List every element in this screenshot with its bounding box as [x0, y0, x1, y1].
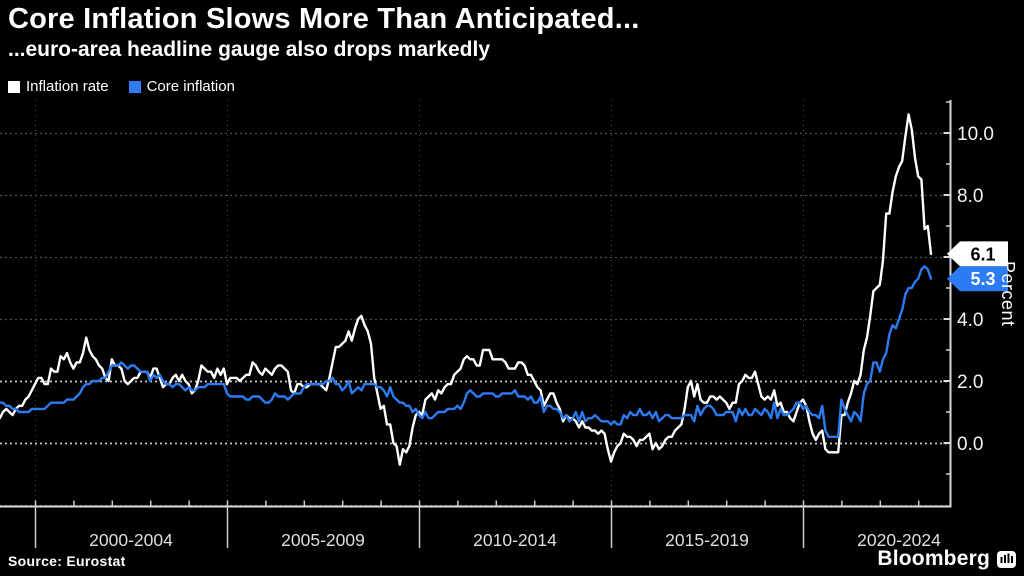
y-tick-label: 8.0 — [957, 186, 983, 207]
chart-subtitle: ...euro-area headline gauge also drops m… — [8, 38, 490, 61]
x-tick-label: 2020-2024 — [857, 530, 941, 550]
legend-label-core-inflation: Core inflation — [146, 78, 235, 95]
legend-label-inflation-rate: Inflation rate — [26, 78, 109, 95]
x-tick-label: 2010-2014 — [473, 530, 557, 550]
x-tick-label: 2000-2004 — [89, 530, 173, 550]
y-tick-label: 4.0 — [957, 310, 983, 331]
x-tick-label: 2015-2019 — [665, 530, 749, 550]
y-axis-title: Percent — [998, 261, 1018, 327]
source-note: Source: Eurostat — [8, 553, 126, 569]
x-tick-label: 2005-2009 — [281, 530, 365, 550]
y-tick-label: 0.0 — [957, 434, 983, 455]
core-inflation-line — [0, 265, 933, 438]
chart-title: Core Inflation Slows More Than Anticipat… — [8, 3, 640, 35]
end-value-label: 6.1 — [970, 244, 995, 264]
end-value-badge — [947, 241, 1008, 267]
inflation-rate-swatch-icon — [8, 80, 20, 93]
end-value-badge — [947, 266, 1008, 292]
inflation-rate-line — [0, 113, 933, 466]
legend: Inflation rate Core inflation — [8, 78, 235, 95]
legend-item-inflation-rate: Inflation rate — [8, 78, 109, 95]
end-value-label: 5.3 — [970, 269, 995, 289]
y-tick-label: 10.0 — [957, 124, 994, 145]
bloomberg-branding: Bloomberg — [877, 547, 1016, 571]
legend-item-core-inflation: Core inflation — [128, 78, 235, 95]
bloomberg-bars-icon — [997, 550, 1016, 568]
y-tick-label: 2.0 — [957, 372, 983, 393]
bloomberg-wordmark: Bloomberg — [877, 547, 990, 570]
core-inflation-swatch-icon — [128, 80, 141, 93]
